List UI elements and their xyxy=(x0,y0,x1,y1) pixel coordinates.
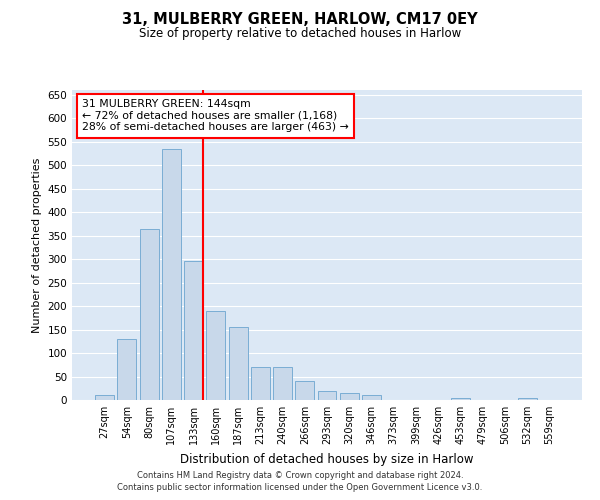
Bar xyxy=(206,311,225,400)
Bar xyxy=(184,262,203,400)
Text: 31 MULBERRY GREEN: 144sqm
← 72% of detached houses are smaller (1,168)
28% of se: 31 MULBERRY GREEN: 144sqm ← 72% of detac… xyxy=(82,100,349,132)
Bar xyxy=(162,148,181,400)
Bar xyxy=(229,327,248,400)
Bar xyxy=(518,398,536,400)
Bar xyxy=(340,393,359,400)
Text: Size of property relative to detached houses in Harlow: Size of property relative to detached ho… xyxy=(139,28,461,40)
Text: Contains public sector information licensed under the Open Government Licence v3: Contains public sector information licen… xyxy=(118,484,482,492)
X-axis label: Distribution of detached houses by size in Harlow: Distribution of detached houses by size … xyxy=(180,452,474,466)
Text: 31, MULBERRY GREEN, HARLOW, CM17 0EY: 31, MULBERRY GREEN, HARLOW, CM17 0EY xyxy=(122,12,478,28)
Bar xyxy=(273,367,292,400)
Y-axis label: Number of detached properties: Number of detached properties xyxy=(32,158,42,332)
Bar xyxy=(118,339,136,400)
Bar xyxy=(295,381,314,400)
Bar xyxy=(95,396,114,400)
Text: Contains HM Land Registry data © Crown copyright and database right 2024.: Contains HM Land Registry data © Crown c… xyxy=(137,471,463,480)
Bar xyxy=(317,390,337,400)
Bar xyxy=(451,398,470,400)
Bar xyxy=(362,396,381,400)
Bar xyxy=(251,367,270,400)
Bar xyxy=(140,228,158,400)
